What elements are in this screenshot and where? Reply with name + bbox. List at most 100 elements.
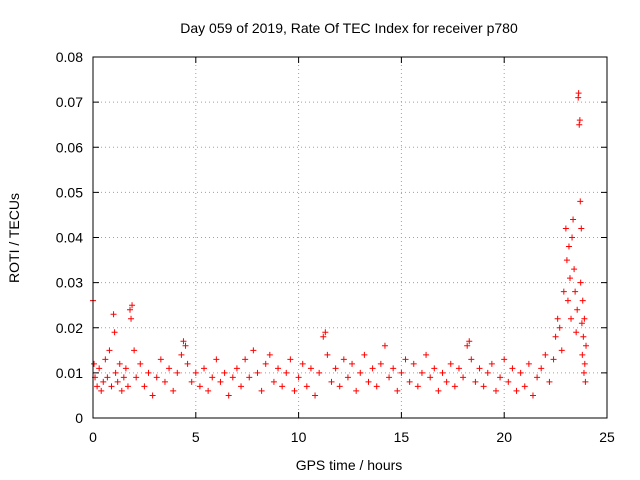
data-point xyxy=(576,117,583,124)
data-point xyxy=(505,378,512,385)
data-point xyxy=(554,315,561,322)
x-tick-labels: 0 5 10 15 20 25 xyxy=(89,429,615,445)
x-tick-label: 10 xyxy=(291,429,307,445)
data-point xyxy=(398,369,405,376)
data-point xyxy=(127,306,134,313)
data-point xyxy=(100,378,107,385)
data-point xyxy=(229,374,236,381)
data-point xyxy=(394,387,401,394)
data-point xyxy=(104,374,111,381)
data-point xyxy=(141,383,148,390)
data-point xyxy=(369,365,376,372)
data-point xyxy=(299,360,306,367)
data-point xyxy=(578,320,585,327)
data-point xyxy=(581,315,588,322)
data-point xyxy=(275,365,282,372)
data-point xyxy=(279,383,286,390)
data-point xyxy=(560,288,567,295)
data-point xyxy=(205,387,212,394)
data-point xyxy=(174,369,181,376)
data-point xyxy=(332,365,339,372)
data-point xyxy=(563,257,570,264)
data-point xyxy=(581,360,588,367)
data-point xyxy=(213,356,220,363)
data-point xyxy=(283,369,290,376)
axis-ticks xyxy=(92,56,608,419)
y-tick-label: 0.05 xyxy=(56,184,83,200)
data-point xyxy=(439,369,446,376)
data-point xyxy=(254,369,261,376)
data-point xyxy=(402,356,409,363)
data-point xyxy=(153,374,160,381)
data-point xyxy=(472,378,479,385)
data-point xyxy=(377,360,384,367)
data-point xyxy=(562,225,569,232)
data-point xyxy=(574,306,581,313)
data-point xyxy=(131,347,138,354)
data-point xyxy=(266,351,273,358)
data-point xyxy=(476,365,483,372)
data-point xyxy=(538,365,545,372)
data-point xyxy=(340,356,347,363)
data-point xyxy=(182,342,189,349)
data-point xyxy=(517,369,524,376)
data-point xyxy=(157,356,164,363)
x-tick-label: 15 xyxy=(394,429,410,445)
y-tick-label: 0.03 xyxy=(56,275,83,291)
data-point xyxy=(576,121,583,128)
data-point xyxy=(418,369,425,376)
data-point xyxy=(386,374,393,381)
data-point xyxy=(406,378,413,385)
data-point xyxy=(287,356,294,363)
data-point xyxy=(295,374,302,381)
data-point xyxy=(322,329,329,336)
x-tick-label: 25 xyxy=(599,429,615,445)
data-point xyxy=(312,392,319,399)
data-point xyxy=(201,365,208,372)
data-point xyxy=(196,383,203,390)
data-point xyxy=(381,342,388,349)
data-points xyxy=(90,90,590,399)
data-point xyxy=(149,392,156,399)
y-tick-label: 0.07 xyxy=(56,94,83,110)
x-axis-label: GPS time / hours xyxy=(296,457,403,473)
data-point xyxy=(579,351,586,358)
data-point xyxy=(492,387,499,394)
data-point xyxy=(324,351,331,358)
y-tick-label: 0 xyxy=(75,410,83,426)
data-point xyxy=(573,329,580,336)
y-tick-labels: 0 0.01 0.02 0.03 0.04 0.05 0.06 0.07 0.08 xyxy=(56,49,83,426)
data-point xyxy=(180,338,187,345)
data-point xyxy=(464,342,471,349)
data-point xyxy=(570,216,577,223)
data-point xyxy=(529,392,536,399)
data-point xyxy=(233,365,240,372)
data-point xyxy=(564,297,571,304)
data-point xyxy=(221,369,228,376)
data-point xyxy=(443,378,450,385)
data-point xyxy=(170,387,177,394)
data-point xyxy=(558,347,565,354)
data-point xyxy=(501,356,508,363)
data-point xyxy=(349,360,356,367)
x-tick-label: 20 xyxy=(496,429,512,445)
data-point xyxy=(316,369,323,376)
data-point xyxy=(566,275,573,282)
data-point xyxy=(572,288,579,295)
data-point xyxy=(192,369,199,376)
data-point xyxy=(291,387,298,394)
data-point xyxy=(128,315,135,322)
data-point xyxy=(373,383,380,390)
data-point xyxy=(133,374,140,381)
data-point xyxy=(534,374,541,381)
data-point xyxy=(571,266,578,273)
data-point xyxy=(423,351,430,358)
data-point xyxy=(460,374,467,381)
data-point xyxy=(484,369,491,376)
data-point xyxy=(122,365,129,372)
y-tick-label: 0.01 xyxy=(56,365,83,381)
data-point xyxy=(116,360,123,367)
x-tick-label: 0 xyxy=(89,429,97,445)
data-point xyxy=(480,383,487,390)
